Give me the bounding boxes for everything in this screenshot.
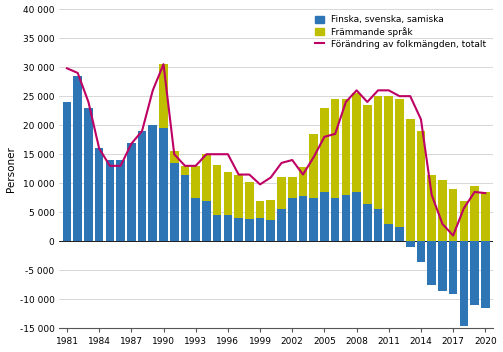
Bar bbox=[342, 99, 350, 195]
Bar bbox=[309, 134, 318, 198]
Bar bbox=[288, 198, 297, 241]
Bar bbox=[470, 186, 479, 241]
Bar bbox=[288, 177, 297, 198]
Bar bbox=[223, 215, 232, 241]
Bar bbox=[213, 165, 221, 215]
Bar bbox=[320, 192, 328, 241]
Legend: Finska, svenska, samiska, Främmande språk, Förändring av folkmängden, totalt: Finska, svenska, samiska, Främmande språ… bbox=[313, 14, 488, 50]
Bar bbox=[223, 172, 232, 215]
Bar bbox=[309, 198, 318, 241]
Bar bbox=[267, 220, 275, 241]
Bar bbox=[481, 241, 489, 308]
Bar bbox=[192, 166, 200, 198]
Bar bbox=[460, 201, 468, 241]
Bar bbox=[95, 149, 104, 241]
Bar bbox=[342, 195, 350, 241]
Bar bbox=[234, 218, 243, 241]
Bar bbox=[481, 192, 489, 241]
Bar bbox=[449, 189, 457, 241]
Bar bbox=[331, 99, 340, 198]
Bar bbox=[116, 160, 125, 241]
Bar bbox=[181, 175, 189, 241]
Bar bbox=[277, 177, 286, 209]
Bar bbox=[213, 215, 221, 241]
Bar bbox=[331, 198, 340, 241]
Bar bbox=[267, 200, 275, 220]
Bar bbox=[181, 166, 189, 175]
Bar bbox=[320, 108, 328, 192]
Bar bbox=[192, 198, 200, 241]
Bar bbox=[416, 241, 425, 262]
Bar bbox=[277, 209, 286, 241]
Bar bbox=[395, 99, 404, 227]
Bar bbox=[428, 241, 436, 285]
Bar bbox=[256, 218, 265, 241]
Bar bbox=[384, 96, 393, 224]
Bar bbox=[127, 143, 136, 241]
Bar bbox=[159, 64, 168, 128]
Bar bbox=[299, 196, 307, 241]
Bar bbox=[470, 241, 479, 305]
Bar bbox=[63, 102, 71, 241]
Bar bbox=[148, 125, 157, 241]
Bar bbox=[202, 154, 211, 201]
Bar bbox=[438, 180, 447, 241]
Bar bbox=[245, 182, 254, 219]
Bar bbox=[256, 201, 265, 218]
Bar bbox=[428, 175, 436, 241]
Bar bbox=[106, 160, 114, 241]
Bar bbox=[374, 209, 382, 241]
Bar bbox=[416, 131, 425, 241]
Bar bbox=[374, 96, 382, 209]
Bar bbox=[438, 241, 447, 291]
Bar bbox=[363, 105, 372, 203]
Bar bbox=[406, 119, 414, 241]
Bar bbox=[73, 76, 82, 241]
Bar bbox=[352, 93, 361, 192]
Bar bbox=[352, 192, 361, 241]
Bar bbox=[384, 224, 393, 241]
Bar bbox=[138, 131, 146, 241]
Bar bbox=[449, 241, 457, 294]
Bar bbox=[159, 128, 168, 241]
Bar bbox=[395, 227, 404, 241]
Bar bbox=[460, 241, 468, 326]
Bar bbox=[299, 167, 307, 196]
Bar bbox=[363, 203, 372, 241]
Bar bbox=[170, 151, 179, 163]
Y-axis label: Personer: Personer bbox=[6, 146, 16, 192]
Bar bbox=[170, 163, 179, 241]
Bar bbox=[84, 108, 93, 241]
Bar bbox=[406, 241, 414, 246]
Bar bbox=[234, 175, 243, 218]
Bar bbox=[245, 219, 254, 241]
Bar bbox=[202, 201, 211, 241]
